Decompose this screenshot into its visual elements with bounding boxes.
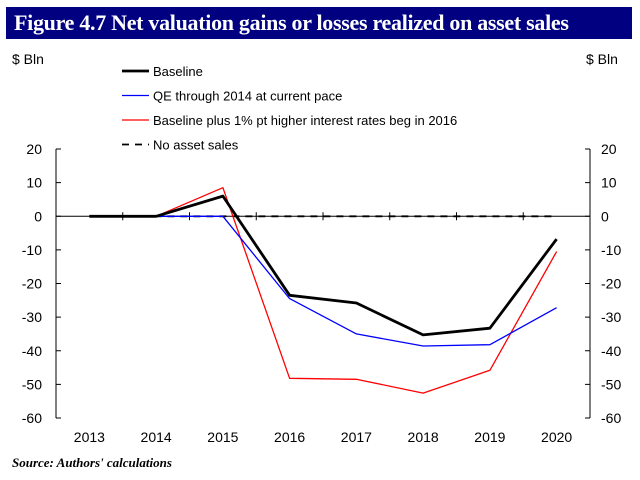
y-tick-label-right: 0 xyxy=(601,208,609,224)
y-tick-label-left: -40 xyxy=(22,343,42,359)
legend-label-0: Baseline xyxy=(153,64,203,79)
legend: Baseline QE through 2014 at current pace B… xyxy=(122,64,457,153)
x-tick-label: 2019 xyxy=(474,429,505,445)
legend-label-1: QE through 2014 at current pace xyxy=(153,89,342,104)
y-tick-label-right: -10 xyxy=(601,242,621,258)
y-tick-label-left: -10 xyxy=(22,242,42,258)
y-tick-label-right: -30 xyxy=(601,309,621,325)
y-axis-unit-left: $ Bln xyxy=(12,51,44,67)
legend-label-3: No asset sales xyxy=(153,138,239,153)
legend-label-2: Baseline plus 1% pt higher interest rate… xyxy=(153,113,457,128)
y-tick-label-left: 20 xyxy=(26,141,42,157)
y-tick-label-right: -40 xyxy=(601,343,621,359)
y-tick-label-right: 10 xyxy=(601,175,617,191)
chart-title: Figure 4.7 Net valuation gains or losses… xyxy=(14,10,569,35)
x-tick-label: 2018 xyxy=(408,429,439,445)
x-tick-label: 2014 xyxy=(141,429,172,445)
title-bar: Figure 4.7 Net valuation gains or losses… xyxy=(6,7,632,39)
x-tick-label: 2013 xyxy=(74,429,105,445)
series-lines xyxy=(89,187,558,394)
x-tick-label: 2015 xyxy=(207,429,238,445)
y-tick-label-right: 20 xyxy=(601,141,617,157)
y-tick-label-left: -30 xyxy=(22,309,42,325)
x-tick-label: 2017 xyxy=(341,429,372,445)
source-note: Source: Authors' calculations xyxy=(12,455,172,470)
y-tick-label-right: -50 xyxy=(601,376,621,392)
y-tick-label-left: 0 xyxy=(34,208,42,224)
y-tick-label-right: -60 xyxy=(601,410,621,426)
y-tick-label-left: -50 xyxy=(22,376,42,392)
y-tick-label-left: 10 xyxy=(26,175,42,191)
series-line-0 xyxy=(89,194,558,337)
y-tick-label-left: -60 xyxy=(22,410,42,426)
x-tick-label: 2016 xyxy=(274,429,305,445)
x-tick-label: 2020 xyxy=(541,429,572,445)
series-line-1 xyxy=(89,215,557,347)
y-tick-label-right: -20 xyxy=(601,276,621,292)
y-axis-unit-right: $ Bln xyxy=(586,51,618,67)
y-tick-label-left: -20 xyxy=(22,276,42,292)
